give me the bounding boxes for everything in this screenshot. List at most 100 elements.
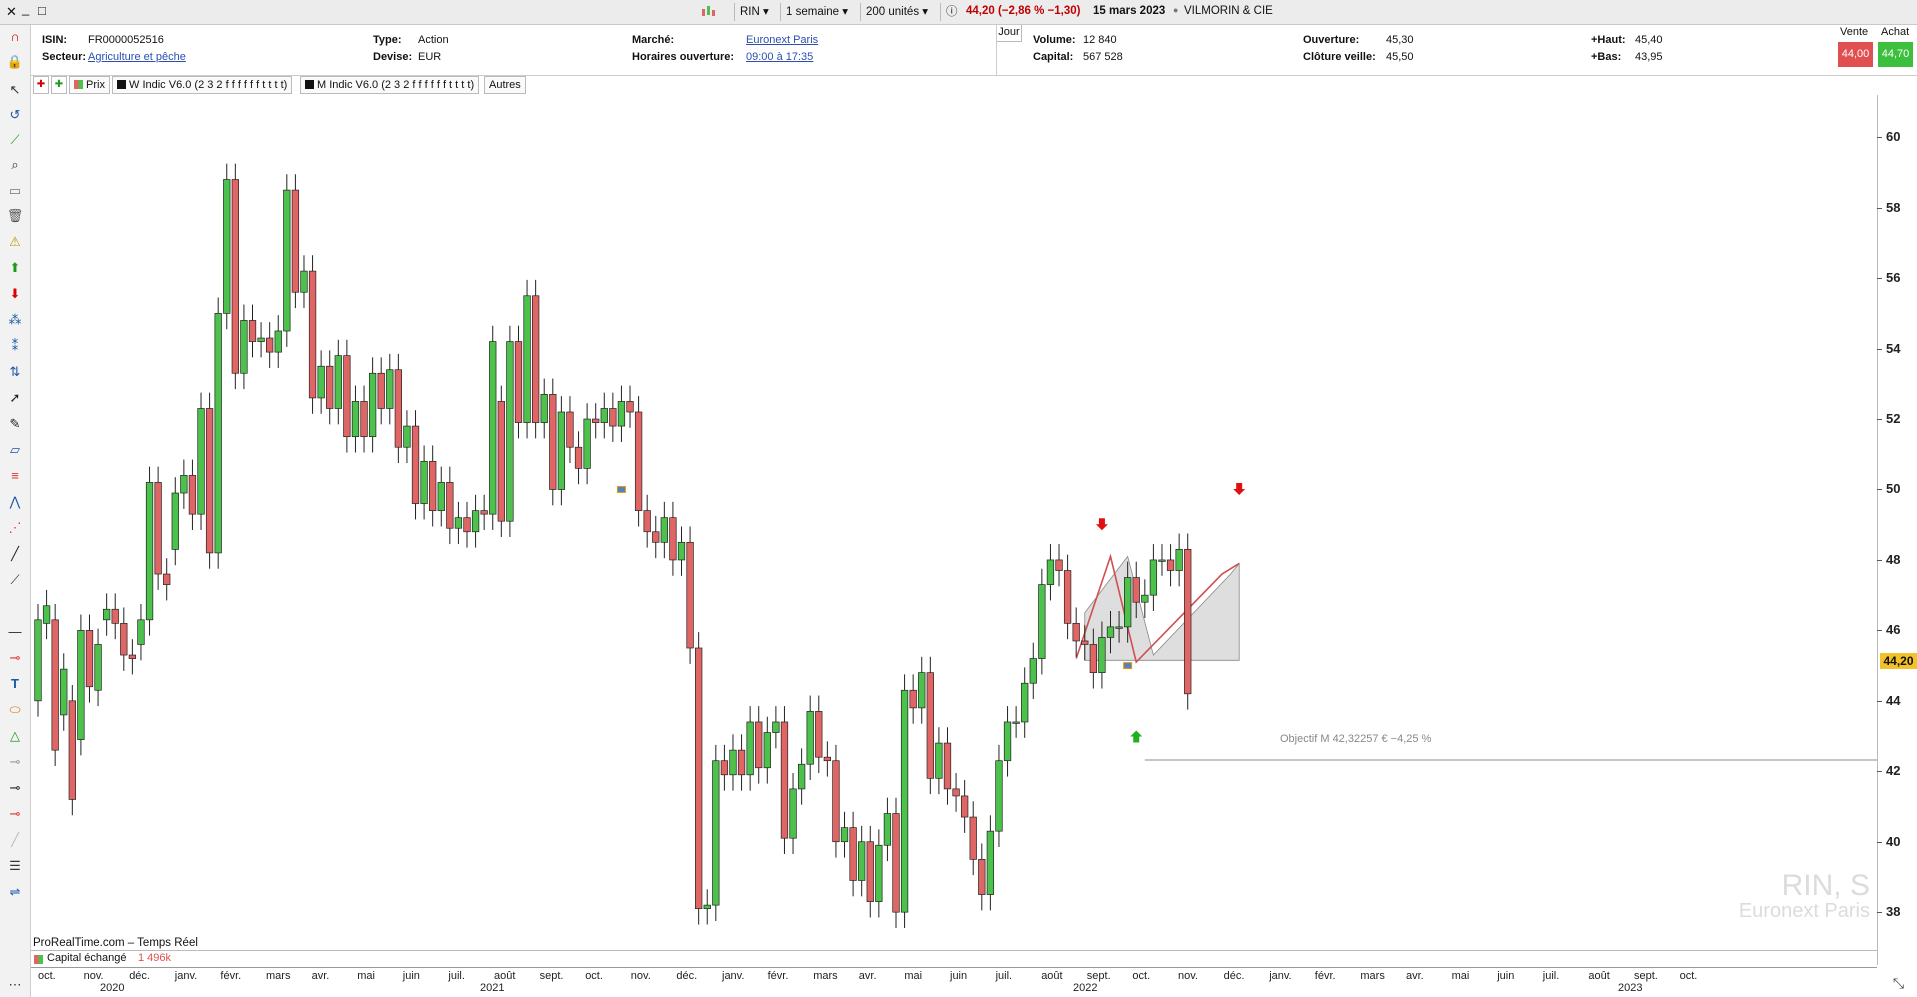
candlestick-icon[interactable]	[700, 4, 715, 18]
maximize-icon[interactable]: □	[38, 3, 46, 18]
legend-w-indic[interactable]: W Indic V6.0 (2 3 2 f f f f f f t t t t)	[112, 76, 293, 94]
market-link[interactable]: Euronext Paris	[746, 34, 819, 46]
alert-icon[interactable]: ⚠	[9, 234, 21, 249]
volume-pane-value: 1 496k	[138, 952, 172, 964]
symbol-selector[interactable]: RIN ▾	[734, 3, 774, 21]
candle-body	[317, 365, 325, 399]
chart-line-icon[interactable]: ⟋	[10, 132, 20, 147]
price-axis-tick: 46	[1886, 622, 1901, 638]
volume-pane-label: Capital échangé	[47, 952, 127, 964]
candle-body	[823, 756, 832, 762]
scroll-corner-icon[interactable]: ⤡	[1892, 975, 1905, 991]
legend-price[interactable]: Prix	[69, 76, 110, 94]
info-button[interactable]: ⓘ	[940, 3, 963, 21]
pencil-icon[interactable]: ✎	[9, 416, 21, 431]
candle-body	[600, 408, 608, 423]
sell-button[interactable]: 44,00	[1838, 42, 1873, 67]
arrow-tool-icon[interactable]: ➚	[9, 390, 21, 405]
trendline-icon[interactable]: ╱	[11, 546, 19, 561]
pattern-123-icon[interactable]: ⁂	[8, 312, 22, 327]
cursor-icon[interactable]: ↖	[9, 82, 21, 97]
time-axis-month: janv.	[1269, 970, 1292, 982]
ray-icon[interactable]: ⊸	[9, 650, 21, 665]
minimize-icon[interactable]: _	[22, 1, 30, 16]
drawing-toolbar: ∩ 🔒 ↖ ↺ ⟋ ⌕ ▭ 🗑 ⚠ ⬆ ⬇ ⁂ ⁑ ⇅ ➚ ✎ ▱ ≡ ⋀ ⋰ …	[0, 25, 31, 997]
color-tool-icon[interactable]: ╱	[11, 832, 19, 847]
line-style-dark-icon[interactable]: ⊸	[9, 780, 21, 795]
sell-label: Vente	[1840, 26, 1869, 38]
line-style-icon[interactable]: ⊸	[9, 754, 21, 769]
candle-body	[1098, 637, 1106, 674]
candle-body	[832, 760, 840, 843]
isin-label: ISIN:	[42, 34, 68, 46]
time-axis-month: juin	[402, 970, 420, 982]
magnet-icon[interactable]: ∩	[10, 29, 20, 44]
rectangle-tool-icon[interactable]: ▱	[10, 442, 20, 457]
prevclose-label: Clôture veille:	[1303, 51, 1376, 63]
buy-arrow-icon[interactable]: ⬆	[9, 260, 21, 275]
candle-body	[1055, 559, 1063, 571]
add-indicator-icon[interactable]: ✚	[33, 76, 49, 94]
more-icon[interactable]: ⋯	[8, 977, 22, 992]
undo-icon[interactable]: ↺	[9, 107, 21, 122]
high-value: 45,40	[1635, 34, 1663, 46]
channel-tool-icon[interactable]: ≡	[11, 468, 19, 483]
current-price-badge: 44,20	[1880, 653, 1917, 669]
type-value: Action	[418, 34, 449, 46]
candle-body	[1166, 559, 1175, 571]
candle-body	[34, 619, 42, 702]
units-selector[interactable]: 200 unités ▾	[860, 3, 933, 21]
indicator-marker	[1123, 662, 1133, 670]
volume-label: Volume:	[1033, 34, 1076, 46]
wave-tool-icon[interactable]: ⋀	[9, 494, 21, 509]
candle-body	[154, 482, 162, 575]
candle-body	[111, 608, 119, 624]
fibonacci-icon[interactable]: ⇅	[9, 364, 21, 379]
legend-others[interactable]: Autres	[484, 76, 526, 94]
hours-link[interactable]: 09:00 à 17:35	[746, 51, 814, 63]
candle-body	[1141, 594, 1149, 603]
capital-value: 567 528	[1083, 51, 1123, 63]
candle-body	[231, 179, 239, 374]
fan-tool-icon[interactable]: ⋰	[8, 520, 22, 535]
settings-list-icon[interactable]: ☰	[9, 858, 21, 873]
text-tool-icon[interactable]: T	[11, 676, 19, 691]
pattern-abc-icon[interactable]: ⁑	[11, 338, 19, 353]
currency-label: Devise:	[373, 51, 413, 63]
candle-body	[763, 732, 771, 769]
trash-icon[interactable]: 🗑	[6, 208, 24, 223]
zoom-icon[interactable]: ⌕	[11, 157, 19, 172]
period-selector[interactable]: 1 semaine ▾	[780, 3, 853, 21]
sector-link[interactable]: Agriculture et pêche	[88, 51, 186, 63]
legend-m-indic[interactable]: M Indic V6.0 (2 3 2 f f f f f f t t t t)	[300, 76, 480, 94]
candle-body	[1081, 640, 1089, 645]
isin-value: FR0000052516	[88, 34, 164, 46]
tab-day[interactable]: Jour	[996, 25, 1022, 42]
ruler-icon[interactable]: ▭	[8, 183, 22, 198]
triangle-tool-icon[interactable]: △	[10, 728, 20, 743]
buy-button[interactable]: 44,70	[1878, 42, 1913, 67]
price-chart[interactable]	[31, 95, 1877, 965]
candle-body	[283, 189, 291, 332]
candle-body	[772, 721, 780, 733]
hours-label: Horaires ouverture:	[632, 51, 735, 63]
price-axis-tick: 42	[1886, 763, 1901, 779]
candle-body	[386, 369, 394, 409]
add-overlay-icon[interactable]: ✚	[51, 76, 67, 94]
horizontal-line-icon[interactable]: —	[8, 624, 22, 639]
time-axis-year: 2021	[480, 982, 505, 994]
extend-tool-icon[interactable]: ⇌	[9, 884, 21, 899]
segment-icon[interactable]: ⟋	[10, 572, 20, 587]
price-swatch	[74, 80, 83, 89]
price-axis-tick: 38	[1886, 904, 1901, 920]
ellipse-tool-icon[interactable]: ⬭	[9, 702, 21, 717]
lock-icon[interactable]: 🔒	[6, 54, 24, 69]
candle-body	[343, 355, 351, 438]
close-icon[interactable]: ✕	[6, 4, 17, 19]
line-style-red-icon[interactable]: ⊸	[9, 806, 21, 821]
candle-body	[960, 795, 969, 818]
candle-body	[77, 630, 85, 740]
candle-body	[240, 320, 248, 374]
candle-body	[926, 672, 934, 779]
sell-arrow-icon[interactable]: ⬇	[9, 286, 21, 301]
